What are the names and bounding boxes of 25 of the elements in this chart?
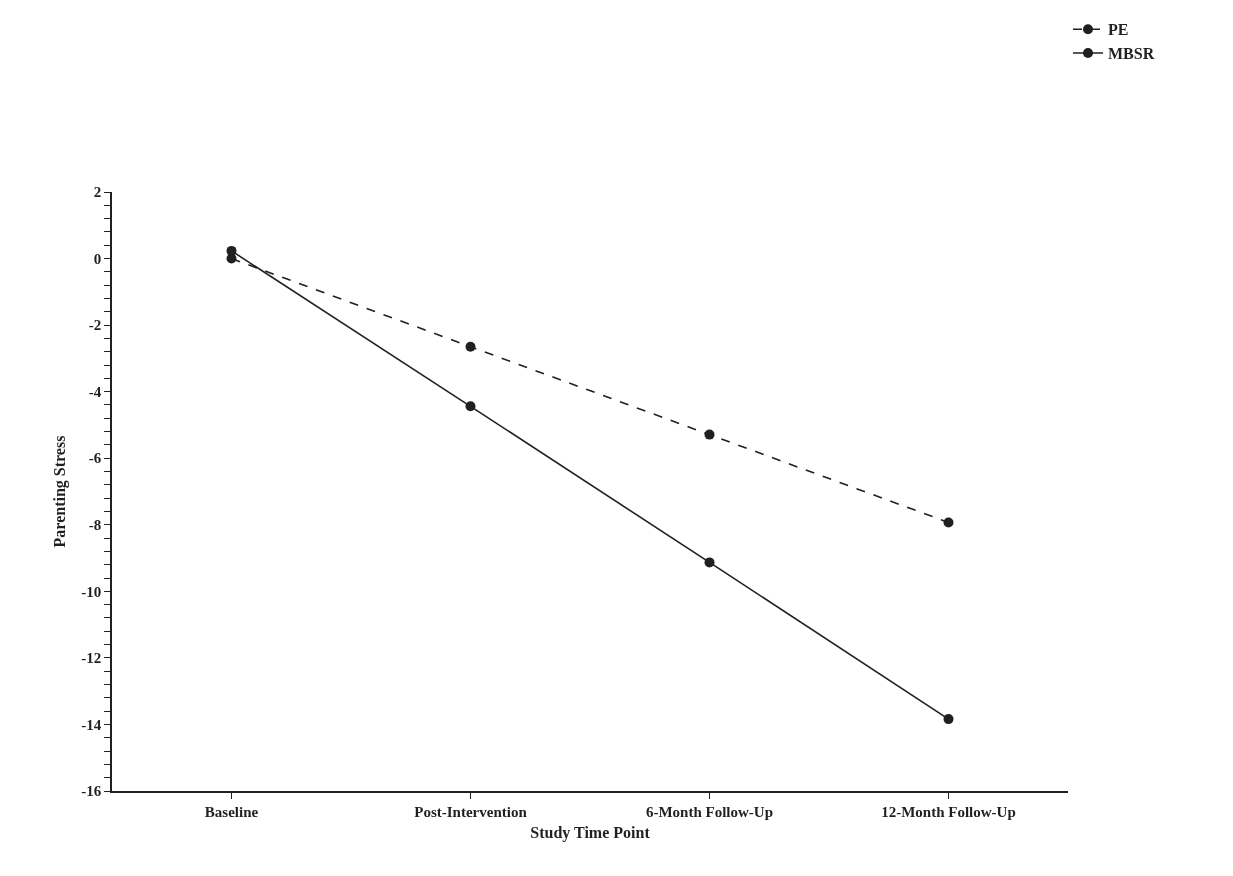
point [704, 429, 715, 440]
y-tick-label: -12 [81, 650, 102, 667]
x-tick-label: 6-Month Follow-Up [645, 803, 774, 820]
y-tick-label: 2 [93, 184, 102, 201]
y-tick-label: -8 [88, 517, 102, 534]
x-tick-label: Baseline [204, 803, 259, 820]
point [465, 341, 476, 352]
x-axis-title: Study Time Point [530, 823, 651, 842]
y-axis-title: Parenting Stress [50, 435, 69, 548]
y-tick-label: -16 [81, 783, 102, 800]
legend-label: MBSR [1108, 45, 1155, 63]
point [943, 517, 954, 528]
point [226, 245, 237, 256]
legend-label: PE [1108, 21, 1129, 39]
x-tick-label: 12-Month Follow-Up [881, 803, 1016, 820]
y-tick-label: -4 [88, 383, 102, 400]
y-tick-label: 0 [93, 250, 102, 267]
point [943, 714, 954, 725]
x-tick-label: Post-Intervention [414, 803, 528, 820]
point [465, 401, 476, 412]
y-tick-label: -10 [81, 583, 102, 600]
point [704, 557, 715, 568]
y-tick-label: -6 [88, 450, 102, 467]
y-tick-label: -14 [81, 716, 102, 733]
y-tick-label: -2 [88, 317, 102, 334]
